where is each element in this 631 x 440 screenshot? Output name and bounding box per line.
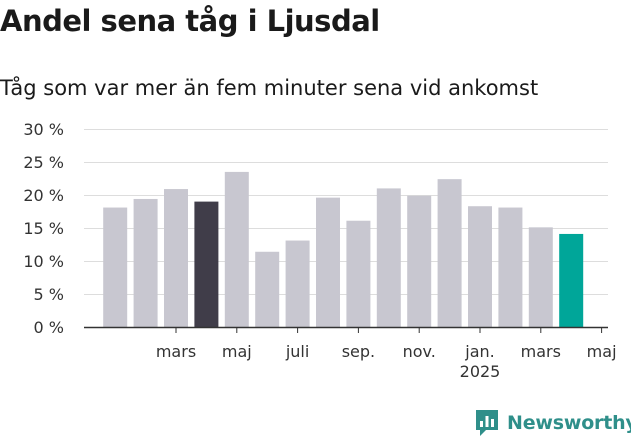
bar xyxy=(437,179,462,327)
bar xyxy=(346,220,371,327)
chart-title: Andel sena tåg i Ljusdal xyxy=(0,4,380,38)
bar xyxy=(224,171,249,327)
bar xyxy=(316,197,340,327)
bar-chart-speech-bubble-icon xyxy=(476,410,498,436)
y-tick-label: 20 % xyxy=(23,186,64,205)
bar xyxy=(468,206,492,327)
y-tick-label: 0 % xyxy=(34,318,64,337)
bar xyxy=(133,198,158,327)
bars xyxy=(103,171,584,327)
x-tick-label: sep. xyxy=(342,342,375,361)
bar xyxy=(528,227,553,327)
bar xyxy=(376,188,401,327)
logo-text: Newsworthy xyxy=(507,412,631,434)
bar xyxy=(194,201,219,327)
y-tick-label: 25 % xyxy=(23,153,64,172)
y-axis-tick-labels: 0 % 5 % 10 % 15 % 20 % 25 % 30 % xyxy=(23,120,64,337)
bar xyxy=(498,207,523,327)
x-tick-label: maj xyxy=(222,342,252,361)
bar xyxy=(559,233,584,327)
bar xyxy=(164,189,188,327)
chart-subtitle: Tåg som var mer än fem minuter sena vid … xyxy=(0,76,539,100)
x-tick-label: nov. xyxy=(403,342,436,361)
x-tick-label: maj xyxy=(587,342,617,361)
bar xyxy=(103,207,128,327)
y-tick-label: 5 % xyxy=(34,285,64,304)
x-axis-tick-labels: mars maj juli sep. nov. jan.2025 mars maj xyxy=(156,327,617,381)
y-tick-label: 10 % xyxy=(23,252,64,271)
y-tick-label: 15 % xyxy=(23,219,64,238)
x-tick-label: jan. xyxy=(464,342,494,361)
x-tick-sublabel: 2025 xyxy=(460,362,501,381)
x-tick-label: juli xyxy=(285,342,309,361)
x-tick-label: mars xyxy=(156,342,196,361)
x-tick-label: mars xyxy=(521,342,561,361)
bar xyxy=(255,251,280,327)
bar xyxy=(407,195,432,327)
newsworthy-logo: Newsworthy xyxy=(474,406,631,440)
bar xyxy=(285,240,310,327)
y-tick-label: 30 % xyxy=(23,120,64,139)
